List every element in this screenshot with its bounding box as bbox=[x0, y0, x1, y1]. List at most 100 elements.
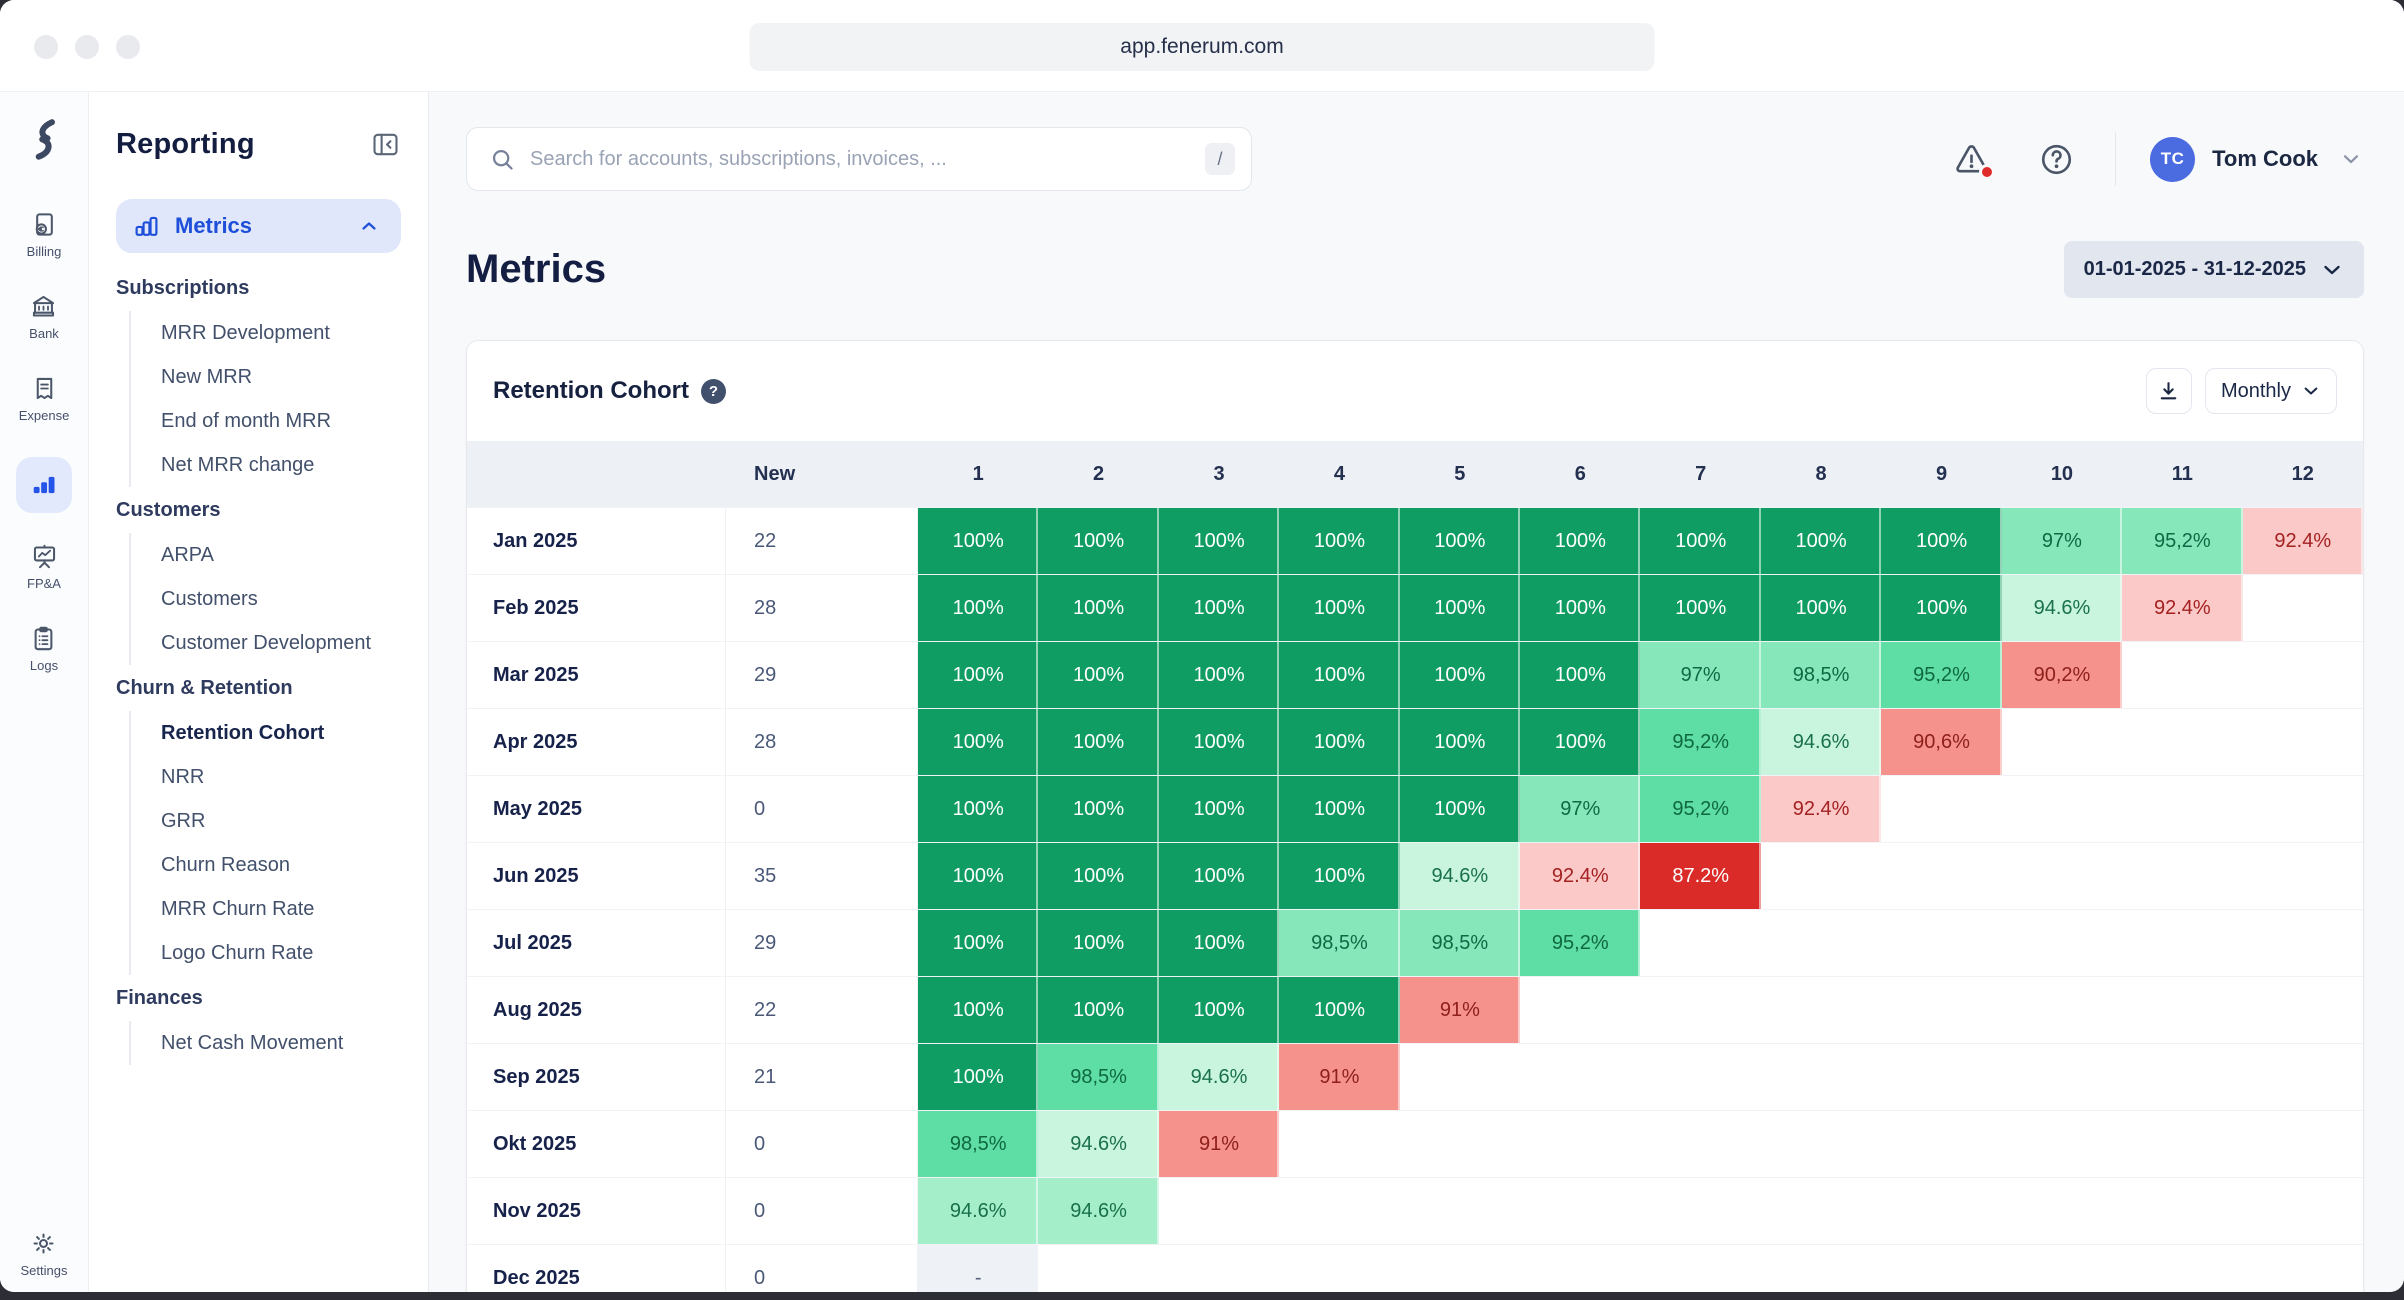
cohort-cell: 100% bbox=[1399, 508, 1521, 574]
window-control-dot[interactable] bbox=[34, 35, 58, 59]
search-shortcut-badge: / bbox=[1205, 143, 1235, 175]
cohort-cell: 97% bbox=[2001, 508, 2123, 574]
period-label: Monthly bbox=[2220, 379, 2291, 402]
cohort-cell bbox=[1640, 1044, 1760, 1110]
cohort-row-mar-2025: Mar 2025 29 100% 100% 100% 100% 100% 100% 97% 98,… bbox=[467, 641, 2363, 708]
url-text: app.fenerum.com bbox=[1120, 35, 1284, 58]
cohort-cell bbox=[2002, 776, 2122, 842]
sidebar-item-customers[interactable]: Customers bbox=[161, 587, 258, 610]
clipboard-list-icon bbox=[35, 626, 53, 651]
cohort-cell: 97% bbox=[1640, 642, 1761, 708]
header-cell-new: New bbox=[754, 462, 796, 485]
cohort-cell bbox=[1881, 1178, 2001, 1244]
cohort-cell bbox=[1520, 1245, 1640, 1292]
window-control-dot[interactable] bbox=[75, 35, 99, 59]
cohort-cell: 100% bbox=[1279, 977, 1400, 1043]
sidebar-item-mrr-development[interactable]: MRR Development bbox=[161, 321, 330, 344]
header-cell-blank bbox=[467, 441, 726, 507]
header-cell-month-2: 2 bbox=[1093, 462, 1105, 485]
help-button[interactable] bbox=[2038, 141, 2075, 178]
rail-item-expense[interactable]: Expense bbox=[19, 375, 69, 423]
cohort-cell bbox=[2243, 1044, 2363, 1110]
sidebar-item-arpa[interactable]: ARPA bbox=[161, 543, 214, 566]
cohort-cell: 95,2% bbox=[1881, 642, 2002, 708]
cohort-cell bbox=[1640, 1178, 1760, 1244]
cohort-cell: 100% bbox=[918, 508, 1039, 574]
cohort-month-label: Aug 2025 bbox=[467, 977, 726, 1043]
cohort-cell: 90,6% bbox=[1881, 709, 2002, 775]
cohort-cell: 91% bbox=[1399, 977, 1521, 1043]
cohort-cell: 100% bbox=[1881, 508, 2002, 574]
sidebar-item-new-mrr[interactable]: New MRR bbox=[161, 365, 253, 388]
cohort-cell bbox=[1159, 1245, 1279, 1292]
rail-item-bank[interactable]: Bank bbox=[29, 293, 59, 341]
user-name: Tom Cook bbox=[2212, 146, 2318, 171]
sidebar-item-end-of-month-mrr[interactable]: End of month MRR bbox=[161, 409, 332, 432]
cohort-cell: 100% bbox=[1038, 575, 1159, 641]
search-input[interactable] bbox=[530, 147, 1191, 171]
sidebar-item-grr[interactable]: GRR bbox=[161, 809, 206, 832]
rail-item-reporting-active[interactable] bbox=[16, 457, 72, 513]
cohort-cell bbox=[1881, 1245, 2001, 1292]
cohort-row-nov-2025: Nov 2025 0 94.6% 94.6% bbox=[467, 1177, 2363, 1244]
chevron-down-icon bbox=[2304, 387, 2318, 395]
cohort-cell: 100% bbox=[1640, 575, 1761, 641]
sidebar-item-logo-churn-rate[interactable]: Logo Churn Rate bbox=[161, 941, 314, 964]
help-tooltip-icon[interactable]: ? bbox=[700, 378, 726, 404]
cohort-cell bbox=[1520, 1111, 1640, 1177]
cohort-cell bbox=[2122, 1178, 2242, 1244]
header-cell-month-6: 6 bbox=[1574, 462, 1586, 485]
sidebar-item-customer-development[interactable]: Customer Development bbox=[161, 631, 372, 654]
sidebar-item-retention-cohort[interactable]: Retention Cohort bbox=[161, 721, 325, 744]
date-range-selector[interactable]: 01-01-2025 - 31-12-2025 bbox=[2063, 241, 2364, 298]
sidebar-item-metrics[interactable]: Metrics bbox=[116, 199, 401, 253]
sidebar-item-net-mrr-change[interactable]: Net MRR change bbox=[161, 453, 315, 476]
cohort-cell: 100% bbox=[1158, 776, 1280, 842]
cohort-cell bbox=[1400, 1111, 1520, 1177]
cohort-new-count: 35 bbox=[726, 843, 918, 909]
sidebar-item-net-cash-movement[interactable]: Net Cash Movement bbox=[161, 1031, 344, 1054]
cohort-cell bbox=[2002, 1111, 2122, 1177]
alert-badge-dot bbox=[1979, 163, 1996, 180]
rail-item-settings[interactable]: Settings bbox=[21, 1230, 67, 1278]
user-menu[interactable]: TC Tom Cook bbox=[2150, 136, 2364, 182]
alerts-button[interactable] bbox=[1953, 141, 1996, 180]
cohort-cell: 100% bbox=[1158, 508, 1280, 574]
download-button[interactable] bbox=[2145, 368, 2192, 414]
sidebar-section-label: Churn & Retention bbox=[116, 676, 293, 699]
sidebar-collapse-button[interactable] bbox=[370, 129, 401, 160]
sidebar-item-nrr[interactable]: NRR bbox=[161, 765, 205, 788]
cohort-cell: 100% bbox=[1158, 910, 1280, 976]
cohort-cell bbox=[1640, 1111, 1760, 1177]
rail-item-logs[interactable]: Logs bbox=[30, 625, 58, 673]
cohort-cell bbox=[1640, 977, 1760, 1043]
cohort-cell: 100% bbox=[1038, 910, 1159, 976]
cohort-cell: 100% bbox=[1279, 575, 1400, 641]
cohort-cell bbox=[1279, 1111, 1399, 1177]
cohort-new-count: 0 bbox=[726, 1245, 918, 1292]
header-cell-month-1: 1 bbox=[972, 462, 984, 485]
page-header: Metrics 01-01-2025 - 31-12-2025 bbox=[466, 241, 2364, 298]
window-control-dot[interactable] bbox=[116, 35, 140, 59]
rail-item-billing[interactable]: Billing bbox=[27, 211, 61, 259]
cohort-cell bbox=[1761, 1178, 1881, 1244]
cohort-cell: 90,2% bbox=[2001, 642, 2123, 708]
sidebar-item-churn-reason[interactable]: Churn Reason bbox=[161, 853, 290, 876]
cohort-cell bbox=[1038, 1245, 1158, 1292]
chevron-down-icon bbox=[2324, 265, 2340, 274]
cohort-row-jun-2025: Jun 2025 35 100% 100% 100% 100% 94.6% 92.4% 87.2… bbox=[467, 842, 2363, 909]
cohort-cell: 100% bbox=[918, 1044, 1039, 1110]
cohort-cell bbox=[2002, 977, 2122, 1043]
cohort-cell: 100% bbox=[1279, 642, 1400, 708]
cohort-cell: 100% bbox=[1399, 642, 1521, 708]
cohort-new-count: 29 bbox=[726, 910, 918, 976]
cohort-cell: 100% bbox=[918, 709, 1039, 775]
search-bar[interactable]: / bbox=[466, 127, 1252, 191]
sidebar-item-mrr-churn-rate[interactable]: MRR Churn Rate bbox=[161, 897, 315, 920]
rail-item-fpa[interactable]: FP&A bbox=[27, 543, 61, 591]
cohort-cell bbox=[2122, 709, 2242, 775]
cohort-new-count: 0 bbox=[726, 776, 918, 842]
cohort-cell bbox=[2122, 776, 2242, 842]
period-selector[interactable]: Monthly bbox=[2204, 368, 2337, 414]
browser-url-bar[interactable]: app.fenerum.com bbox=[749, 23, 1655, 71]
